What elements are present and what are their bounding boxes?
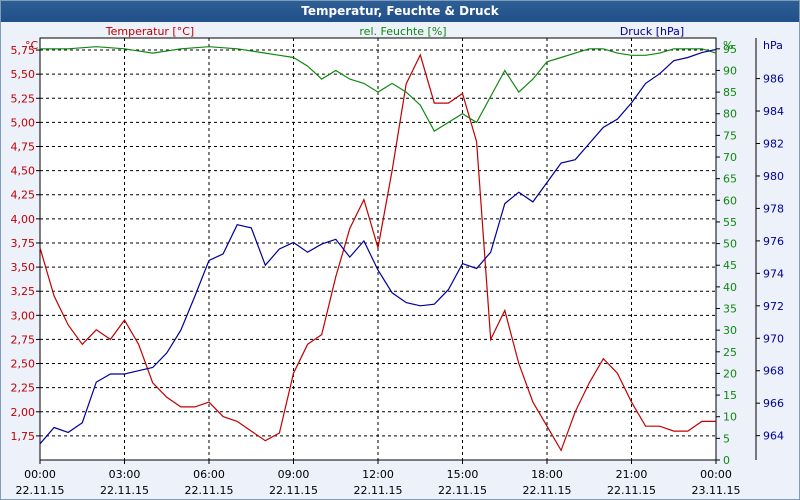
date-tick-label: 22.11.15 xyxy=(523,484,572,497)
date-tick-label: 22.11.15 xyxy=(269,484,318,497)
temperature-tick-label: 3,25 xyxy=(11,285,36,298)
temperature-tick-label: 2,00 xyxy=(11,406,36,419)
humidity-tick-label: 30 xyxy=(723,324,737,337)
date-tick-label: 22.11.15 xyxy=(16,484,65,497)
time-tick-label: 18:00 xyxy=(531,468,563,481)
temperature-tick-label: 5,75 xyxy=(11,44,36,57)
series-line-humidity xyxy=(40,46,717,132)
pressure-tick-label: 982 xyxy=(763,138,784,151)
temperature-tick-label: 4,50 xyxy=(11,165,36,178)
time-tick-label: 15:00 xyxy=(447,468,479,481)
humidity-tick-label: 80 xyxy=(723,108,737,121)
date-tick-label: 22.11.15 xyxy=(100,484,149,497)
humidity-tick-label: 5 xyxy=(723,432,730,445)
humidity-tick-label: 35 xyxy=(723,303,737,316)
humidity-axis-label: rel. Feuchte [%] xyxy=(359,25,446,38)
series-layer xyxy=(39,46,717,452)
time-tick-label: 03:00 xyxy=(109,468,141,481)
humidity-tick-label: 45 xyxy=(723,259,737,272)
pressure-tick-label: 968 xyxy=(763,365,784,378)
date-tick-label: 22.11.15 xyxy=(354,484,403,497)
time-tick-label: 00:00 xyxy=(24,468,56,481)
temperature-tick-label: 2,75 xyxy=(11,333,36,346)
humidity-tick-label: 20 xyxy=(723,367,737,380)
humidity-tick-label: 70 xyxy=(723,151,737,164)
temperature-axis-label: Temperatur [°C] xyxy=(105,25,194,38)
temperature-tick-label: 3,00 xyxy=(11,309,36,322)
humidity-unit: % xyxy=(723,39,733,52)
temperature-tick-label: 5,50 xyxy=(11,68,36,81)
humidity-tick-label: 25 xyxy=(723,346,737,359)
chart-title: Temperatur, Feuchte & Druck xyxy=(1,1,799,22)
date-tick-label: 22.11.15 xyxy=(607,484,656,497)
humidity-tick-label: 0 xyxy=(723,454,730,467)
pressure-axis: 964 966 968 970 972 974 976 978 980 982 984 986 xyxy=(755,38,784,460)
time-axis: 00:00 22.11.15 03:00 22.11.15 06:00 22.11.15 0… xyxy=(16,460,741,497)
humidity-tick-label: 60 xyxy=(723,194,737,207)
humidity-tick-label: 90 xyxy=(723,64,737,77)
time-tick-label: 09:00 xyxy=(278,468,310,481)
temperature-tick-label: 3,50 xyxy=(11,261,36,274)
pressure-tick-label: 976 xyxy=(763,235,784,248)
temperature-tick-label: 1,75 xyxy=(11,430,36,443)
temperature-tick-label: 2,50 xyxy=(11,358,36,371)
grid xyxy=(40,38,716,460)
temperature-tick-label: 3,75 xyxy=(11,237,36,250)
pressure-axis-label: Druck [hPa] xyxy=(620,25,684,38)
time-tick-label: 00:00 xyxy=(700,468,732,481)
pressure-tick-label: 980 xyxy=(763,170,784,183)
pressure-tick-label: 970 xyxy=(763,332,784,345)
humidity-tick-label: 10 xyxy=(723,411,737,424)
humidity-tick-label: 95 xyxy=(723,43,737,56)
pressure-tick-label: 986 xyxy=(763,73,784,86)
humidity-tick-label: 15 xyxy=(723,389,737,402)
pressure-tick-label: 972 xyxy=(763,300,784,313)
temperature-unit: °C xyxy=(25,39,39,52)
temperature-tick-label: 5,25 xyxy=(11,92,36,105)
humidity-tick-label: 55 xyxy=(723,216,737,229)
temperature-tick-label: 5,00 xyxy=(11,116,36,129)
series-line-pressure xyxy=(39,48,717,445)
temperature-tick-label: 4,00 xyxy=(11,213,36,226)
temperature-tick-label: 4,75 xyxy=(11,141,36,154)
humidity-tick-label: 75 xyxy=(723,129,737,142)
temperature-tick-label: 2,25 xyxy=(11,382,36,395)
pressure-tick-label: 966 xyxy=(763,397,784,410)
pressure-tick-label: 964 xyxy=(763,430,784,443)
temperature-tick-label: 4,25 xyxy=(11,189,36,202)
humidity-tick-label: 65 xyxy=(723,173,737,186)
date-tick-label: 22.11.15 xyxy=(438,484,487,497)
pressure-unit: hPa xyxy=(763,39,783,52)
date-tick-label: 22.11.15 xyxy=(185,484,234,497)
date-tick-label: 23.11.15 xyxy=(692,484,741,497)
humidity-tick-label: 50 xyxy=(723,238,737,251)
pressure-tick-label: 984 xyxy=(763,105,784,118)
series-line-temperature xyxy=(39,53,716,452)
pressure-tick-label: 978 xyxy=(763,202,784,215)
time-tick-label: 12:00 xyxy=(362,468,394,481)
time-tick-label: 21:00 xyxy=(616,468,648,481)
temperature-axis: 1,75 2,00 2,25 2,50 2,75 3,00 3,25 3,50 3,75 4,00… xyxy=(11,44,40,443)
humidity-tick-label: 40 xyxy=(723,281,737,294)
time-tick-label: 06:00 xyxy=(193,468,225,481)
humidity-tick-label: 85 xyxy=(723,86,737,99)
pressure-tick-label: 974 xyxy=(763,267,784,280)
humidity-axis: 0 5 10 15 20 25 30 35 40 45 50 55 60 65 70 75 80 85 90 95 xyxy=(716,43,737,467)
